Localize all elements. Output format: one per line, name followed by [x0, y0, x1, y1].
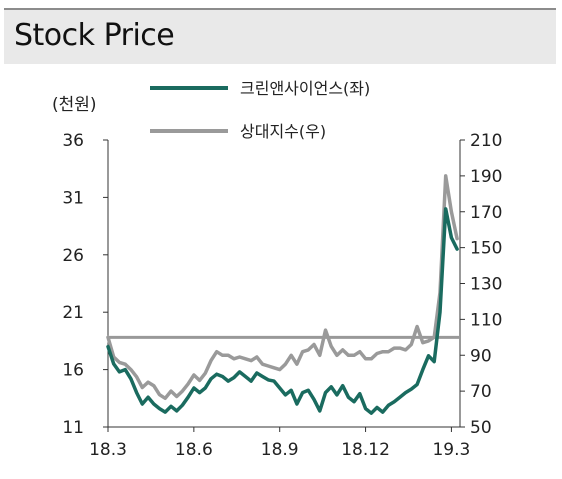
- title-bar: Stock Price: [4, 8, 556, 64]
- x-tick-label: 18.3: [89, 440, 127, 460]
- x-tick-label: 19.3: [432, 440, 470, 460]
- page-title: Stock Price: [14, 18, 175, 53]
- legend-label-relative: 상대지수(우): [240, 122, 326, 141]
- right-tick-label: 130: [470, 275, 502, 295]
- right-tick-label: 110: [470, 310, 502, 330]
- left-axis: 11 16 21 26 31 36: [62, 131, 108, 438]
- left-tick-label: 21: [62, 303, 84, 323]
- left-axis-unit-label: (천원): [52, 95, 97, 115]
- right-tick-label: 90: [470, 346, 492, 366]
- left-tick-label: 16: [62, 361, 84, 381]
- series-lines: [106, 174, 459, 415]
- left-tick-label: 26: [62, 246, 84, 266]
- left-tick-label: 36: [62, 131, 84, 151]
- right-tick-label: 150: [470, 239, 502, 259]
- x-tick-label: 18.6: [175, 440, 213, 460]
- x-tick-label: 18.9: [261, 440, 299, 460]
- right-tick-label: 70: [470, 382, 492, 402]
- legend: 크린앤사이언스(좌) 상대지수(우): [150, 79, 370, 141]
- right-tick-label: 190: [470, 167, 502, 187]
- right-tick-label: 210: [470, 131, 502, 151]
- series-line-primary: [106, 207, 459, 415]
- x-tick-label: 18.12: [341, 440, 390, 460]
- legend-label-primary: 크린앤사이언스(좌): [240, 79, 370, 98]
- series-line-relative: [106, 174, 459, 401]
- left-tick-label: 11: [62, 418, 84, 438]
- right-tick-label: 170: [470, 203, 502, 223]
- x-axis: 18.3 18.6 18.9 18.12 19.3: [89, 427, 470, 460]
- right-tick-label: 50: [470, 418, 492, 438]
- plot-frame: [107, 140, 461, 428]
- left-tick-label: 31: [62, 188, 84, 208]
- right-axis: 50 70 90 110 130 150 170 190 210: [460, 131, 502, 438]
